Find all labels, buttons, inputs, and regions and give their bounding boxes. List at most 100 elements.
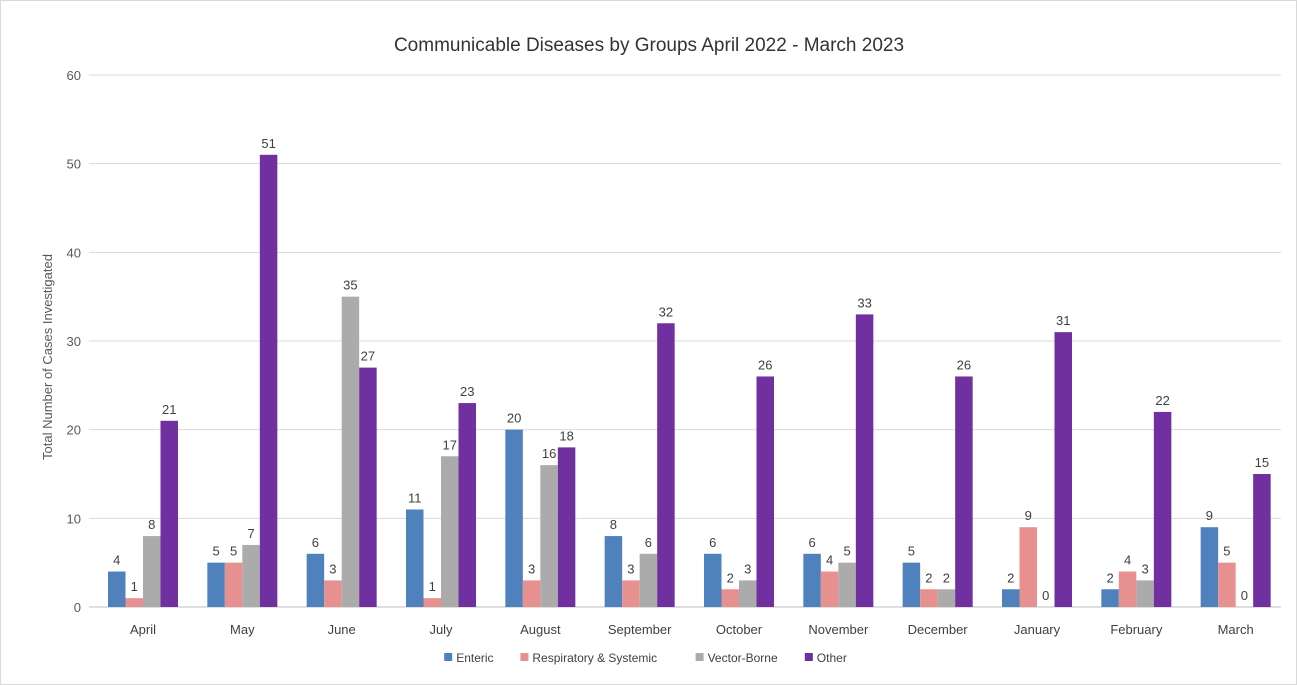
y-tick-label: 10 (67, 511, 81, 526)
data-label: 21 (162, 402, 176, 417)
x-axis-categories: April May June July August September October No… (130, 622, 1254, 637)
data-label: 2 (1007, 570, 1014, 585)
bar (657, 323, 675, 607)
data-label: 0 (1042, 588, 1049, 603)
data-label: 7 (247, 526, 254, 541)
data-label: 32 (659, 304, 673, 319)
y-tick-label: 50 (67, 157, 81, 172)
data-label: 8 (148, 517, 155, 532)
data-label: 33 (857, 295, 871, 310)
bar (557, 447, 576, 607)
category-label: March (1218, 622, 1254, 637)
bar (1253, 474, 1271, 607)
data-label: 11 (408, 490, 422, 505)
bars (108, 154, 1271, 608)
data-label: 5 (1223, 544, 1230, 559)
y-axis-label: Total Number of Cases Investigated (40, 254, 55, 460)
legend-label: Vector-Borne (708, 651, 778, 665)
legend-label: Respiratory & Systemic (532, 651, 657, 665)
data-label: 2 (943, 570, 950, 585)
bar (1218, 562, 1236, 607)
data-label: 15 (1255, 455, 1269, 470)
bar (1200, 527, 1219, 607)
category-label: April (130, 622, 156, 637)
legend-label: Enteric (456, 651, 493, 665)
data-label: 9 (1206, 508, 1213, 523)
data-label: 1 (429, 579, 436, 594)
legend-label: Other (817, 651, 847, 665)
category-label: December (908, 622, 969, 637)
chart-title: Communicable Diseases by Groups April 20… (394, 35, 904, 56)
data-label: 4 (113, 553, 120, 568)
bar (1054, 332, 1072, 607)
data-label: 4 (826, 553, 833, 568)
bar (423, 598, 441, 607)
data-label: 51 (261, 136, 275, 151)
bar (143, 536, 161, 607)
y-tick-label: 60 (67, 68, 81, 83)
bar (259, 154, 278, 608)
data-label: 18 (559, 428, 573, 443)
data-label: 2 (1106, 570, 1113, 585)
bar (1136, 580, 1154, 607)
bar (125, 598, 143, 607)
bar (739, 580, 757, 607)
gridlines (89, 74, 1281, 608)
y-tick-label: 30 (67, 334, 81, 349)
bar (242, 544, 260, 607)
data-label: 3 (1141, 561, 1148, 576)
data-label: 26 (758, 357, 772, 372)
data-label: 16 (542, 446, 556, 461)
bar (540, 465, 558, 607)
bar (160, 420, 178, 607)
data-label: 17 (443, 437, 457, 452)
bar (721, 589, 739, 607)
bar (306, 553, 325, 607)
y-tick-label: 0 (74, 600, 81, 615)
data-label: 8 (610, 517, 617, 532)
data-label: 6 (312, 535, 319, 550)
bar (324, 580, 342, 607)
data-label: 4 (1124, 553, 1131, 568)
legend-swatch (520, 653, 529, 661)
data-label: 6 (808, 535, 815, 550)
bar (1118, 571, 1137, 607)
y-tick-label: 20 (67, 423, 81, 438)
data-label: 20 (507, 411, 521, 426)
category-label: February (1110, 622, 1163, 637)
data-label: 31 (1056, 313, 1070, 328)
data-label: 23 (460, 384, 474, 399)
data-label: 3 (744, 561, 751, 576)
bar (108, 571, 126, 607)
bar (855, 314, 874, 607)
category-label: June (328, 622, 356, 637)
y-tick-label: 40 (67, 245, 81, 260)
bar (838, 562, 856, 607)
bar (902, 562, 921, 607)
bar (803, 553, 821, 607)
bar (756, 376, 774, 607)
data-label: 9 (1025, 508, 1032, 523)
y-axis-ticks: 0 10 20 30 40 50 60 (67, 68, 81, 615)
legend-swatch (695, 653, 704, 661)
legend-swatch (804, 653, 813, 661)
bar (207, 562, 225, 607)
bar (341, 296, 360, 607)
category-label: January (1014, 622, 1061, 637)
data-label: 5 (230, 544, 237, 559)
bar (937, 589, 956, 607)
bar (1101, 589, 1119, 607)
bar (1153, 411, 1172, 607)
data-label: 22 (1155, 393, 1169, 408)
bar (458, 403, 476, 607)
bar (441, 456, 459, 607)
bar (604, 536, 623, 607)
data-label: 0 (1241, 588, 1248, 603)
legend: Enteric Respiratory & Systemic Vector-Born… (444, 651, 847, 665)
bar (505, 429, 523, 607)
category-label: November (808, 622, 869, 637)
category-label: August (520, 622, 561, 637)
bar (1019, 527, 1037, 607)
